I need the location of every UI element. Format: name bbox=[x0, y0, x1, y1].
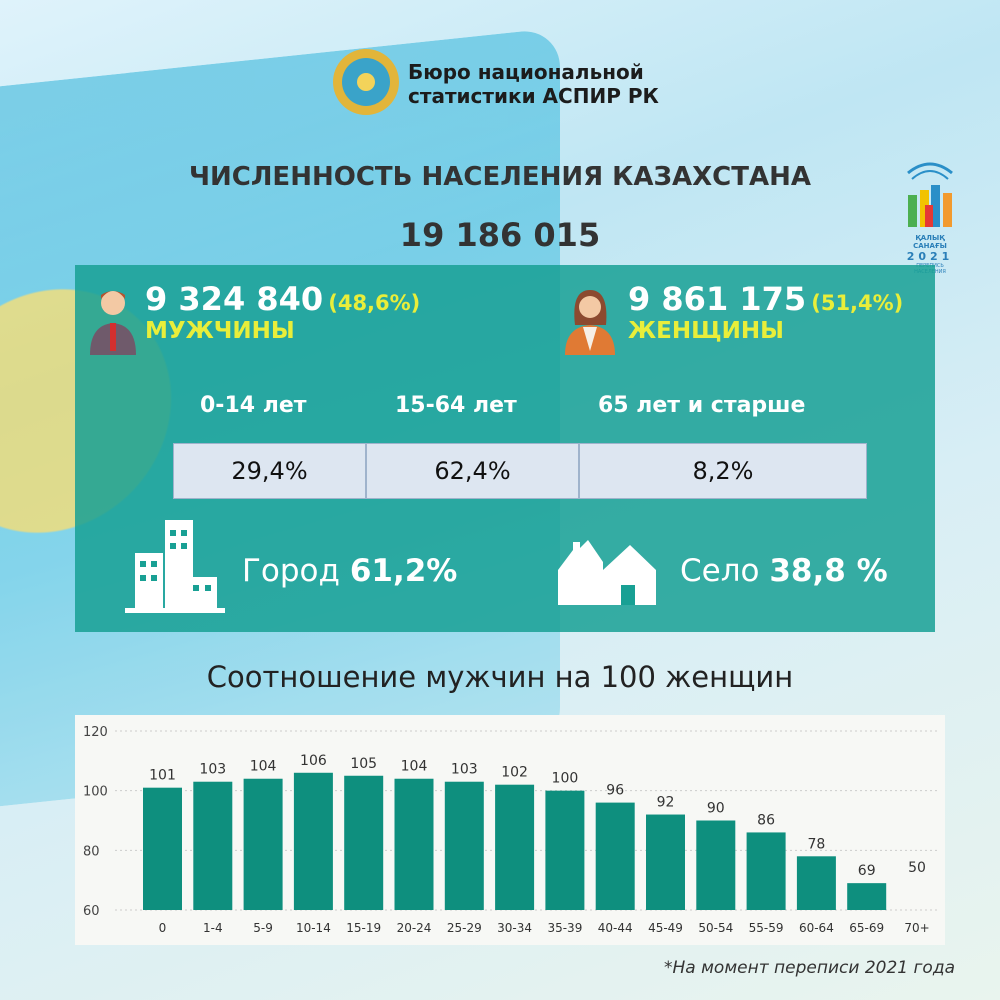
data-label: 92 bbox=[657, 795, 675, 811]
data-label: 96 bbox=[606, 783, 624, 799]
bar bbox=[796, 856, 836, 910]
data-label: 105 bbox=[350, 756, 377, 772]
y-tick-label: 100 bbox=[83, 785, 108, 800]
urban-stat: Город 61,2% bbox=[242, 553, 457, 589]
men-percent: (48,6%) bbox=[328, 291, 421, 315]
x-tick-label: 30-34 bbox=[497, 921, 532, 935]
bar bbox=[344, 775, 384, 910]
data-label: 50 bbox=[908, 860, 926, 876]
data-label: 103 bbox=[199, 762, 226, 778]
bar bbox=[696, 820, 736, 910]
org-line-1: Бюро национальной bbox=[408, 60, 644, 84]
woman-icon bbox=[565, 290, 615, 355]
men-stats: 9 324 840 (48,6%) МУЖЧИНЫ bbox=[145, 280, 420, 344]
x-tick-label: 1-4 bbox=[203, 921, 223, 935]
data-label: 106 bbox=[300, 753, 327, 769]
data-label: 104 bbox=[401, 759, 428, 775]
data-label: 69 bbox=[858, 863, 876, 879]
bar bbox=[444, 781, 484, 910]
x-tick-label: 70+ bbox=[904, 921, 929, 935]
x-tick-label: 0 bbox=[159, 921, 167, 935]
data-label: 86 bbox=[757, 812, 775, 828]
data-label: 103 bbox=[451, 762, 478, 778]
sex-ratio-bar-chart: 60 80 100 120 101 0 103 1-4 104 5-9 106 10-14 105 15-… bbox=[83, 725, 940, 935]
village-houses-icon bbox=[558, 540, 656, 605]
age-label-0-14: 0-14 лет bbox=[200, 393, 307, 418]
x-tick-label: 35-39 bbox=[547, 921, 582, 935]
chart-title: Соотношение мужчин на 100 женщин bbox=[206, 660, 794, 694]
rural-stat: Село 38,8 % bbox=[680, 553, 888, 589]
women-stats: 9 861 175 (51,4%) ЖЕНЩИНЫ bbox=[628, 280, 903, 344]
x-tick-label: 25-29 bbox=[447, 921, 482, 935]
x-tick-label: 65-69 bbox=[849, 921, 884, 935]
data-label: 101 bbox=[149, 768, 176, 784]
x-tick-label: 10-14 bbox=[296, 921, 331, 935]
data-label: 104 bbox=[250, 759, 277, 775]
bar bbox=[746, 832, 786, 910]
age-label-15-64: 15-64 лет bbox=[395, 393, 517, 418]
bar bbox=[495, 784, 535, 910]
chart-panel: 60 80 100 120 101 0 103 1-4 104 5-9 106 10-14 105 15-… bbox=[75, 715, 945, 945]
org-line-2: статистики АСПИР РК bbox=[408, 84, 659, 108]
y-tick-label: 60 bbox=[83, 904, 100, 919]
age-value-15-64: 62,4% bbox=[366, 443, 579, 499]
city-buildings-icon bbox=[125, 520, 225, 613]
women-percent: (51,4%) bbox=[811, 291, 904, 315]
x-tick-label: 45-49 bbox=[648, 921, 683, 935]
x-tick-label: 15-19 bbox=[346, 921, 381, 935]
men-label: МУЖЧИНЫ bbox=[145, 318, 295, 344]
x-tick-label: 20-24 bbox=[397, 921, 432, 935]
bar bbox=[293, 772, 333, 910]
rural-label: Село bbox=[680, 553, 760, 589]
man-icon bbox=[90, 291, 136, 355]
bar bbox=[394, 778, 434, 910]
x-tick-label: 55-59 bbox=[749, 921, 784, 935]
x-tick-label: 5-9 bbox=[253, 921, 273, 935]
urban-label: Город bbox=[242, 553, 340, 589]
age-value-0-14: 29,4% bbox=[173, 443, 366, 499]
y-tick-label: 120 bbox=[83, 725, 108, 740]
data-label: 100 bbox=[552, 771, 579, 787]
data-label: 78 bbox=[807, 836, 825, 852]
bar bbox=[646, 814, 685, 910]
men-count: 9 324 840 bbox=[145, 280, 324, 318]
age-label-65plus: 65 лет и старше bbox=[598, 393, 806, 418]
y-tick-label: 80 bbox=[83, 844, 100, 859]
data-label: 90 bbox=[707, 801, 725, 817]
women-label: ЖЕНЩИНЫ bbox=[628, 318, 784, 344]
data-label: 102 bbox=[501, 765, 528, 781]
bar bbox=[193, 781, 233, 910]
women-count: 9 861 175 bbox=[628, 280, 807, 318]
bar bbox=[143, 787, 182, 910]
x-tick-label: 50-54 bbox=[698, 921, 733, 935]
x-tick-label: 60-64 bbox=[799, 921, 834, 935]
bar bbox=[545, 790, 585, 910]
organization-name: Бюро национальной статистики АСПИР РК bbox=[408, 60, 659, 108]
x-tick-label: 40-44 bbox=[598, 921, 633, 935]
bar bbox=[595, 802, 635, 910]
rural-value: 38,8 % bbox=[769, 553, 888, 589]
page-title: ЧИСЛЕННОСТЬ НАСЕЛЕНИЯ КАЗАХСТАНА bbox=[188, 162, 812, 192]
total-population: 19 186 015 bbox=[399, 216, 601, 254]
urban-value: 61,2% bbox=[349, 553, 458, 589]
bar bbox=[847, 883, 887, 910]
state-emblem-logo bbox=[333, 49, 399, 115]
bar bbox=[243, 778, 283, 910]
age-value-65plus: 8,2% bbox=[579, 443, 867, 499]
footnote: *На момент переписи 2021 года bbox=[664, 958, 955, 978]
